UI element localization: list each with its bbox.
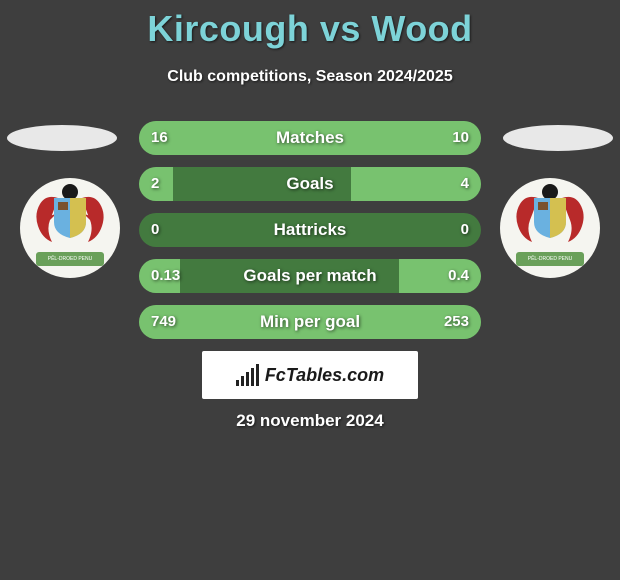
player-photo-placeholder-right — [503, 125, 613, 151]
stat-row: 24Goals — [139, 167, 481, 201]
shield-icon — [534, 198, 566, 238]
stat-label: Hattricks — [139, 213, 481, 247]
subtitle: Club competitions, Season 2024/2025 — [0, 68, 620, 86]
stat-row: 00Hattricks — [139, 213, 481, 247]
stat-label: Min per goal — [139, 305, 481, 339]
date-text: 29 november 2024 — [0, 411, 620, 431]
stat-label: Matches — [139, 121, 481, 155]
crest-ribbon: PÊL-DROED PENU — [516, 252, 584, 266]
player-photo-placeholder-left — [7, 125, 117, 151]
stat-row: 1610Matches — [139, 121, 481, 155]
page-title: Kircough vs Wood — [0, 0, 620, 50]
shield-icon — [54, 198, 86, 238]
brand-text: FcTables.com — [265, 365, 384, 386]
club-crest-left: PÊL-DROED PENU — [20, 178, 120, 278]
stat-label: Goals — [139, 167, 481, 201]
stat-label: Goals per match — [139, 259, 481, 293]
club-crest-right: PÊL-DROED PENU — [500, 178, 600, 278]
comparison-card: Kircough vs Wood Club competitions, Seas… — [0, 0, 620, 86]
stat-row: 749253Min per goal — [139, 305, 481, 339]
crest-ribbon: PÊL-DROED PENU — [36, 252, 104, 266]
brand-logo: FcTables.com — [202, 351, 418, 399]
bar-chart-icon — [236, 364, 259, 386]
stats-table: 1610Matches 24Goals 00Hattricks 0.130.4Goal… — [139, 121, 481, 351]
stat-row: 0.130.4Goals per match — [139, 259, 481, 293]
